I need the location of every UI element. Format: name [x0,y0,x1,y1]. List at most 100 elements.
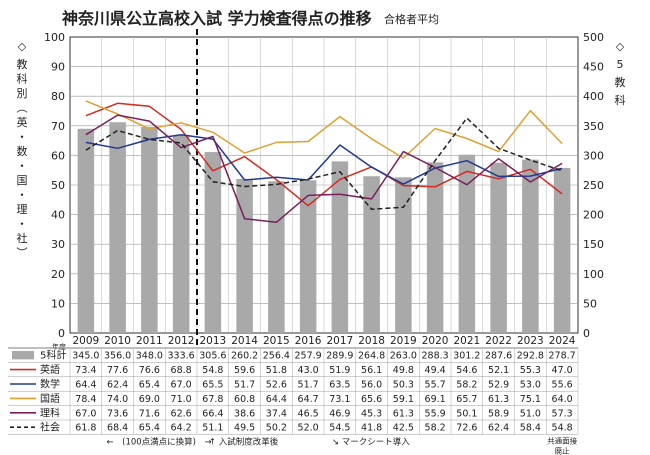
table-cell: 59.6 [234,365,255,376]
y-left-tick-label: 80 [51,90,65,103]
table-cell: 42.5 [393,423,414,434]
table-cell: 51.7 [298,380,319,391]
table-cell: 260.2 [231,351,258,362]
table-cell: 54.6 [456,365,477,376]
table-cell: 58.2 [425,423,446,434]
annotation-text: 廃止 [555,445,570,455]
table-cell: 63.5 [329,380,350,391]
table-cell: 65.4 [139,423,160,434]
x-tick-label: 2024 [549,335,576,347]
table-cell: 38.6 [234,408,255,419]
left-axis-label-char: 理 [17,203,28,216]
table-cell: 52.1 [488,365,509,376]
table-cell: 65.6 [361,394,382,405]
left-axis-label-char: ・ [17,160,28,173]
table-cell: 67.8 [202,394,223,405]
table-cell: 64.4 [75,380,96,391]
series-line-4 [85,117,563,211]
y-right-tick-label: 250 [583,179,604,192]
table-cell: 49.8 [393,365,414,376]
table-cell: 49.4 [425,365,446,376]
table-cell: 61.3 [393,408,414,419]
table-cell: 55.3 [520,365,541,376]
y-left-tick-label: 20 [51,268,65,281]
x-tick-label: 2012 [168,335,195,347]
table-cell: 46.5 [298,408,319,419]
legend-label: 理科 [40,406,60,419]
bar-2014 [236,178,253,333]
table-cell: 305.6 [199,351,226,362]
table-cell: 73.6 [107,408,128,419]
chart-title: 神奈川県公立高校入試 学力検査得点の推移 [62,9,372,28]
x-tick-label: 2022 [485,335,512,347]
x-tick-label: 2010 [104,335,131,347]
table-cell: 50.1 [456,408,477,419]
left-axis-label-char: 教 [17,58,28,71]
x-tick-label: 2018 [358,335,385,347]
table-cell: 54.5 [329,423,350,434]
right-axis-marker: ◇ [616,40,625,53]
x-tick-label: 2021 [454,335,481,347]
series-line-1 [85,133,563,185]
bar-2010 [109,122,126,333]
table-cell: 301.2 [453,351,480,362]
table-cell: 55.6 [552,380,573,391]
x-tick-label: 2016 [295,335,322,347]
table-cell: 292.8 [517,351,544,362]
table-cell: 288.3 [422,351,449,362]
legend-label: 英語 [40,363,60,376]
table-cell: 68.8 [171,365,192,376]
legend-label: 5科計 [40,349,66,362]
x-tick-label: 2019 [390,335,417,347]
table-cell: 52.9 [488,380,509,391]
table-cell: 47.0 [552,365,573,376]
table-cell: 45.3 [361,408,382,419]
x-tick-label: 2013 [200,335,227,347]
annotation-text: ↑ 入試制度改革後 [209,436,279,447]
series-line-2 [85,100,563,159]
left-axis-label-char: 英 [17,115,28,129]
table-cell: 58.4 [520,423,541,434]
y-right-tick-label: 150 [583,238,604,251]
table-cell: 74.0 [107,394,128,405]
table-cell: 51.7 [234,380,255,391]
table-cell: 65.7 [456,394,477,405]
table-cell: 55.9 [425,408,446,419]
table-cell: 51.1 [202,423,223,434]
table-cell: 287.6 [485,351,512,362]
right-axis-label-char: 科 [615,93,626,107]
table-cell: 77.6 [107,365,128,376]
y-left-tick-label: 100 [44,31,65,44]
table-cell: 56.1 [361,365,382,376]
table-cell: 53.0 [520,380,541,391]
bar-2019 [395,177,412,333]
table-cell: 61.3 [488,394,509,405]
x-tick-label: 2014 [231,335,258,347]
table-cell: 64.7 [298,394,319,405]
legend-label: 数学 [40,378,60,391]
table-cell: 256.4 [263,351,290,362]
y-right-tick-label: 200 [583,209,604,222]
table-cell: 78.4 [75,394,96,405]
left-axis-label-char: ︵ [17,102,28,115]
y-left-tick-label: 70 [51,120,65,133]
bar-2015 [268,181,285,333]
table-cell: 69.0 [139,394,160,405]
y-right-tick-label: 500 [583,31,604,44]
table-cell: 264.8 [358,351,385,362]
x-tick-label: 2017 [327,335,354,347]
table-cell: 51.9 [329,365,350,376]
bar-2021 [458,154,476,333]
table-cell: 348.0 [136,351,163,362]
table-cell: 61.8 [75,423,96,434]
table-cell: 41.8 [361,423,382,434]
table-cell: 65.5 [202,380,223,391]
table-cell: 345.0 [72,351,99,362]
table-cell: 71.0 [171,394,192,405]
y-right-tick-label: 50 [583,297,597,310]
left-axis-label-char: ︶ [17,247,28,260]
left-axis-label-char: 数 [17,145,28,158]
table-cell: 289.9 [326,351,353,362]
bar-2013 [204,152,222,333]
